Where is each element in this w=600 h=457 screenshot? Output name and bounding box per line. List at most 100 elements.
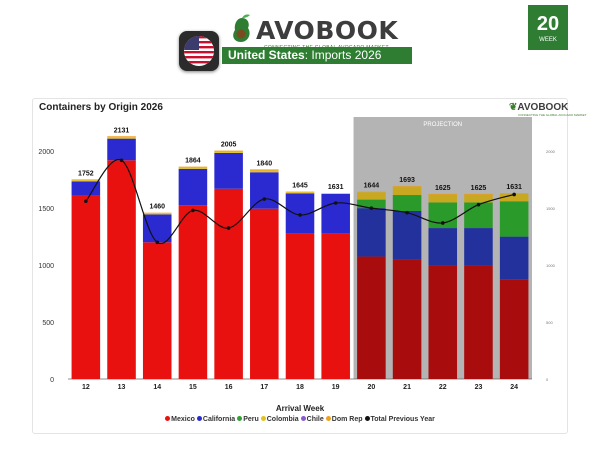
bar-segment <box>71 179 101 181</box>
legend-dot-icon <box>364 415 370 421</box>
y-tick-label-right: 1500 <box>546 206 556 211</box>
bar-total-label: 1864 <box>185 158 201 165</box>
previous-year-point <box>262 197 267 201</box>
page-subtitle: Imports 2026 <box>311 48 382 62</box>
x-tick-label: 24 <box>510 384 518 391</box>
bar-segment <box>321 193 350 234</box>
bar-segment <box>392 195 422 211</box>
legend-dot-icon <box>165 415 171 421</box>
page-title-banner: United States: Imports 2026 <box>222 47 412 64</box>
bar-segment <box>250 169 279 171</box>
y-tick-label-right: 2000 <box>546 149 556 154</box>
bar-segment <box>499 279 529 379</box>
brand-name: AVOBOOK <box>256 16 399 45</box>
bar-segment <box>107 138 136 161</box>
legend-label: Total Previous Year <box>370 416 435 423</box>
legend-dot-icon <box>300 415 306 421</box>
bar-segment <box>464 195 493 203</box>
bar-segment <box>321 233 350 379</box>
legend-item: Total Previous Year <box>364 415 435 423</box>
bar-segment <box>142 214 172 243</box>
legend-item: Chile <box>300 415 324 423</box>
bar-segment <box>178 205 208 379</box>
bar-segment <box>499 193 529 202</box>
x-tick-label: 13 <box>118 384 126 391</box>
bar-total-label: 1752 <box>78 170 94 177</box>
bar-segment <box>428 195 458 203</box>
bar-segment <box>357 256 386 379</box>
chart-brand-name: AVOBOOK <box>517 102 569 113</box>
legend-label: Chile <box>306 416 324 423</box>
previous-year-point <box>512 192 516 197</box>
bar-segment <box>71 181 101 196</box>
avocado-leaf-icon: ❦ <box>509 102 518 113</box>
x-tick-label: 12 <box>82 384 90 391</box>
bar-segment <box>214 188 243 379</box>
bar-segment <box>214 150 243 152</box>
bar-segment <box>428 228 458 266</box>
legend-dot-icon <box>196 415 202 421</box>
legend-label: Peru <box>243 416 259 423</box>
bar-segment <box>250 170 279 173</box>
chart-brand-logo: ❦AVOBOOK <box>509 102 568 113</box>
bar-segment <box>107 136 136 138</box>
previous-year-point <box>226 226 231 230</box>
bar-segment <box>250 208 279 379</box>
bar-segment <box>499 201 529 237</box>
x-tick-label: 14 <box>153 384 161 391</box>
legend-item: Mexico <box>165 415 195 423</box>
y-tick-label: 2000 <box>38 149 54 156</box>
legend-label: Mexico <box>171 416 195 423</box>
bar-total-label: 1645 <box>292 183 308 190</box>
bar-segment <box>178 167 208 169</box>
bar-segment <box>428 265 458 379</box>
y-tick-label-right: 0 <box>546 377 549 382</box>
previous-year-point <box>333 201 338 205</box>
bar-segment <box>285 233 315 379</box>
y-tick-label-right: 500 <box>546 320 553 325</box>
bar-segment <box>107 160 136 379</box>
bar-segment <box>71 195 101 379</box>
legend-item: Peru <box>237 415 259 423</box>
bar-segment <box>357 199 386 209</box>
us-flag-icon <box>179 31 219 71</box>
previous-year-point <box>84 199 88 204</box>
bar-segment <box>71 180 101 182</box>
avobook-logo: AVOBOOK CONNECTING THE GLOBAL AVOCADO MA… <box>226 14 412 51</box>
bar-segment <box>285 192 315 194</box>
x-tick-label: 19 <box>332 384 340 391</box>
legend-item: Colombia <box>260 415 299 423</box>
bar-segment <box>392 186 422 188</box>
x-tick-label: 21 <box>403 384 411 391</box>
bar-segment <box>499 236 529 280</box>
bar-total-label: 1693 <box>399 177 415 184</box>
previous-year-point <box>405 210 409 215</box>
avocado-leaf-icon <box>233 14 250 42</box>
bar-segment <box>214 151 243 153</box>
y-tick-label-right: 1000 <box>546 263 556 268</box>
bar-total-label: 1631 <box>506 184 522 191</box>
legend-item: Dom Rep <box>325 415 363 423</box>
x-tick-label: 18 <box>296 384 304 391</box>
chart-legend: Mexico California Peru Colombia Chile Dom Rep… <box>0 415 600 423</box>
bar-segment <box>142 212 172 214</box>
previous-year-point <box>119 158 124 163</box>
bar-segment <box>178 166 208 168</box>
y-tick-label: 1000 <box>38 263 54 270</box>
y-tick-label: 0 <box>50 377 54 384</box>
bar-total-label: 1460 <box>149 204 165 211</box>
bar-segment <box>285 191 315 193</box>
bar-segment <box>357 192 386 200</box>
bar-segment <box>321 193 350 194</box>
previous-year-point <box>155 240 160 245</box>
week-badge: 20 WEEK <box>528 5 568 50</box>
bar-segment <box>428 193 458 196</box>
bar-total-label: 1840 <box>257 160 273 167</box>
legend-label: California <box>202 416 236 423</box>
x-tick-label: 17 <box>260 384 268 391</box>
x-tick-label: 16 <box>225 384 233 391</box>
title-separator: : <box>304 48 309 62</box>
legend-item: California <box>196 415 236 423</box>
bar-segment <box>464 202 493 229</box>
bar-segment <box>142 213 172 215</box>
